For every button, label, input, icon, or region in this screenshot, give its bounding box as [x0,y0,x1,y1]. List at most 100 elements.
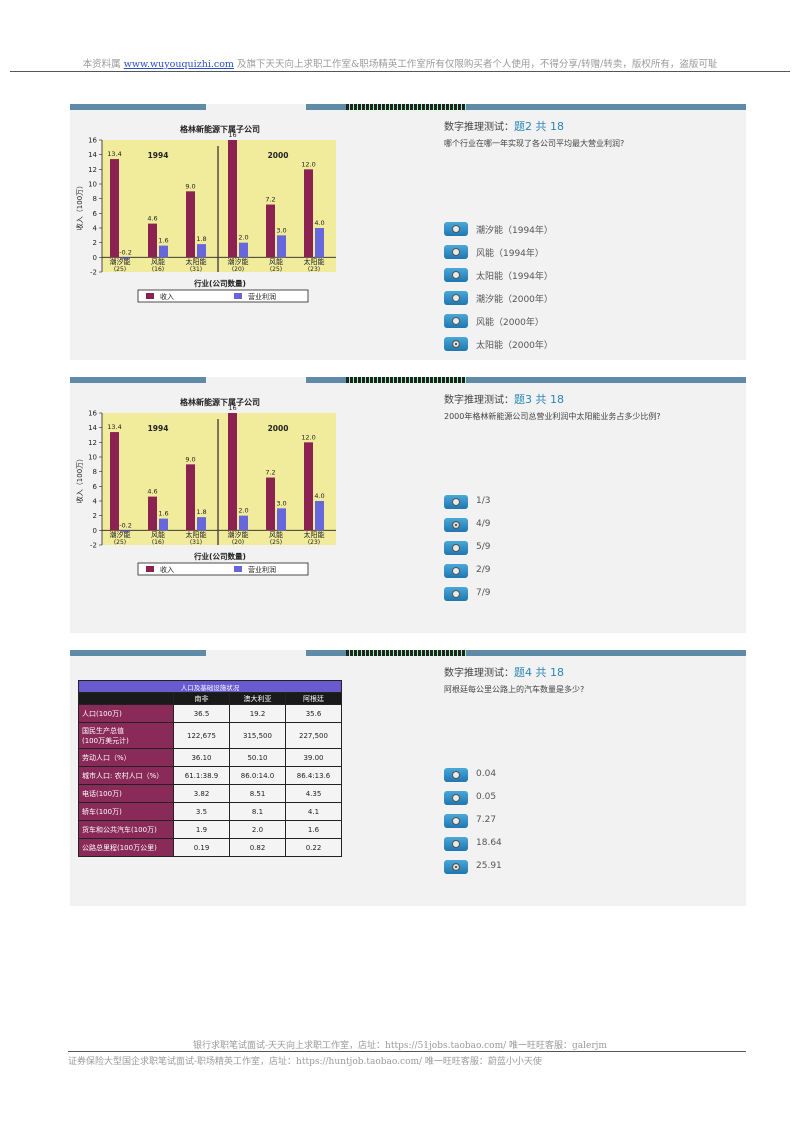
y-tick-label: 16 [88,410,97,418]
population-table: 人口及基础设施状况 南非 澳大利亚 阿根廷 人口(100万) 36.5 19.2 35… [78,680,342,857]
y-tick-label: 0 [93,254,97,262]
radio-button-icon[interactable] [444,314,468,328]
radio-button-icon[interactable] [444,268,468,282]
table-cell: 3.82 [173,784,230,803]
table-cell: 50.10 [229,748,286,767]
legend-income-label: 收入 [160,565,174,574]
income-bar [148,496,157,531]
header-rule [10,71,790,72]
answer-label: 7/9 [476,588,491,598]
y-tick-label: 8 [93,468,97,476]
income-value-label: 12.0 [301,160,315,168]
row-label: 人口(100万) [78,704,174,723]
y-axis-label: 收入（100万） [75,455,84,503]
y-tick-label: -2 [90,542,97,550]
footer-line-1: 银行求职笔试面试-天天向上求职工作室，店址：https://51jobs.tao… [193,1041,607,1051]
category-label: 风能 [269,530,283,539]
category-label: 风能 [151,530,165,539]
header-link[interactable]: www.wuyouquizhi.com [123,59,234,70]
group-label-2000: 2000 [268,424,289,433]
income-bar [148,223,157,258]
table-row: 城市人口: 农村人口（%） 61.1:38.9 86.0:14.0 86.4:13.6 [78,766,342,785]
y-tick-label: 12 [88,166,97,174]
radio-button-icon[interactable] [444,860,468,874]
table-row: 劳动人口（%） 36.10 50.10 39.00 [78,748,342,767]
question-panel-4: 人口及基础设施状况 南非 澳大利亚 阿根廷 人口(100万) 36.5 19.2 35… [70,650,746,906]
table-cell: 0.19 [173,838,230,857]
row-label: 劳动人口（%） [78,748,174,767]
y-tick-label: 2 [93,512,97,520]
table-row: 电话(100万) 3.82 8.51 4.35 [78,784,342,803]
income-bar [186,464,195,531]
profit-value-label: -0.2 [119,248,132,256]
profit-bar [315,501,324,531]
profit-bar [159,518,168,531]
category-count-label: (25) [114,539,126,546]
category-count-label: (16) [152,266,164,273]
radio-button-icon[interactable] [444,814,468,828]
question-title: 数字推理测试：题3 共 18 [444,393,564,406]
legend-profit-label: 营业利润 [248,565,276,574]
radio-button-icon[interactable] [444,837,468,851]
radio-button-icon[interactable] [444,791,468,805]
legend-income-swatch [146,293,154,299]
radio-button-icon[interactable] [444,564,468,578]
chart-title: 格林新能源下属子公司 [180,397,260,407]
category-label: 风能 [151,257,165,266]
radio-button-icon[interactable] [444,495,468,509]
income-bar [266,204,275,258]
table-cell: 61.1:38.9 [173,766,230,785]
answer-label: 18.64 [476,838,502,848]
radio-button-icon[interactable] [444,768,468,782]
income-bar [186,191,195,258]
question-panel-2: 格林新能源下属子公司 16 14 12 10 8 6 4 2 0 -2 1994 2000 收入（100万… [70,104,746,360]
legend-box [137,289,309,303]
category-count-label: (23) [308,539,320,546]
panel-topbar [70,650,746,656]
row-label: 公路总里程(100万公里) [78,838,174,857]
answer-label: 潮汐能（1994年） [476,226,553,236]
income-bar [304,442,313,531]
profit-bar [277,508,286,531]
y-tick-label: 4 [93,225,98,233]
table-cell: 315,500 [229,722,286,749]
table-cell: 39.00 [285,748,342,767]
profit-value-label: 1.6 [158,237,168,245]
y-tick-label: 8 [93,195,97,203]
y-tick-label: 6 [93,483,98,491]
income-value-label: 12.0 [301,433,315,441]
radio-button-icon[interactable] [444,518,468,532]
profit-bar [121,530,130,532]
answer-label: 太阳能（1994年） [476,272,553,282]
radio-button-icon[interactable] [444,587,468,601]
table-cell: 0.22 [285,838,342,857]
column-header: 南非 [173,692,230,705]
category-count-label: (25) [270,539,282,546]
profit-value-label: -0.2 [119,521,132,529]
profit-bar [159,245,168,258]
income-bar [304,169,313,258]
profit-bar [239,242,248,258]
y-axis-label: 收入（100万） [75,182,84,230]
income-bar [228,413,237,531]
profit-value-label: 2.0 [238,234,248,242]
footer-line-2: 证券保险大型国企求职笔试面试-职场精英工作室，店址：https://huntjo… [68,1057,542,1067]
profit-value-label: 4.0 [314,219,324,227]
table-cell: 4.35 [285,784,342,803]
y-tick-label: 0 [93,527,97,535]
header-suffix: 及旗下天天向上求职工作室&职场精英工作室所有仅限购买者个人使用，不得分享/转赠/… [236,59,718,70]
category-count-label: (20) [232,539,244,546]
profit-bar [315,228,324,258]
radio-button-icon[interactable] [444,291,468,305]
radio-button-icon[interactable] [444,222,468,236]
radio-button-icon[interactable] [444,337,468,351]
profit-bar [197,517,206,531]
income-value-label: 4.6 [147,215,157,223]
legend-profit-swatch [234,566,242,572]
radio-button-icon[interactable] [444,245,468,259]
income-value-label: 16 [228,404,236,412]
profit-value-label: 2.0 [238,507,248,515]
radio-button-icon[interactable] [444,541,468,555]
profit-value-label: 3.0 [276,499,286,507]
answer-label: 风能（1994年） [476,249,544,259]
